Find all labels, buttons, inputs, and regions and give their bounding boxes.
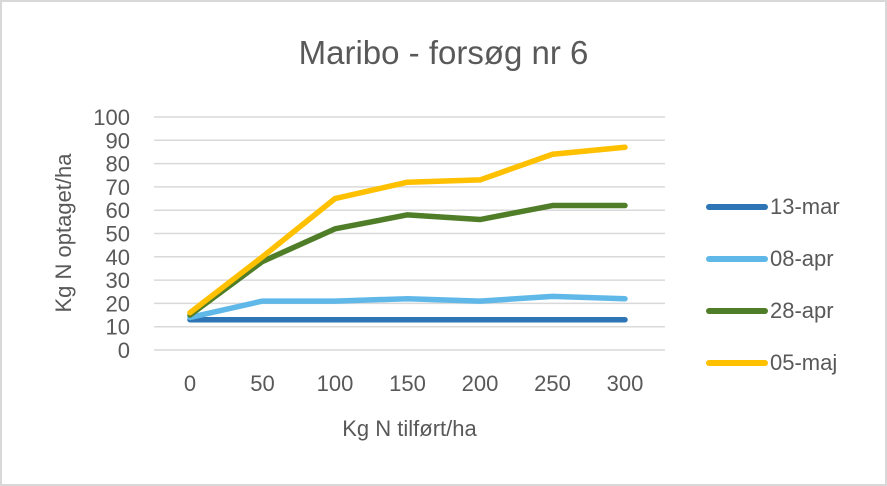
series-line-05-maj (187, 144, 628, 316)
x-tick-label: 100 (317, 371, 354, 396)
chart-title: Maribo - forsøg nr 6 (298, 34, 589, 71)
series-line-08-apr (187, 293, 628, 321)
y-tick-label: 90 (106, 128, 130, 153)
legend-line-marker (706, 360, 768, 366)
x-tick-label: 0 (184, 371, 196, 396)
y-tick-label: 20 (106, 291, 130, 316)
legend-line-marker (706, 308, 768, 314)
legend-label: 08-apr (770, 246, 834, 271)
y-tick-label: 70 (106, 175, 130, 200)
legend-item-28-apr: 28-apr (706, 285, 840, 337)
x-tick-label: 250 (534, 371, 571, 396)
y-tick-label: 100 (93, 105, 130, 130)
x-tick-label: 150 (389, 371, 426, 396)
x-tick-label: 50 (250, 371, 274, 396)
y-tick-label: 80 (106, 152, 130, 177)
chart-legend: 13-mar 08-apr 28-apr 05-maj (706, 181, 840, 389)
legend-line-marker (706, 204, 768, 210)
legend-item-08-apr: 08-apr (706, 233, 840, 285)
legend-line-marker (706, 256, 768, 262)
y-tick-label: 60 (106, 198, 130, 223)
y-tick-label: 0 (118, 338, 130, 363)
legend-item-13-mar: 13-mar (706, 181, 840, 233)
legend-label: 13-mar (770, 194, 840, 219)
legend-label: 05-maj (770, 350, 838, 375)
x-axis-title: Kg N tilført/ha (342, 416, 477, 441)
x-tick-label: 300 (607, 371, 644, 396)
x-tick-label: 200 (462, 371, 499, 396)
y-tick-label: 10 (106, 315, 130, 340)
legend-item-05-maj: 05-maj (706, 337, 840, 389)
legend-label: 28-apr (770, 298, 834, 323)
y-tick-label: 50 (106, 222, 130, 247)
series-line-28-apr (187, 202, 628, 318)
y-tick-label: 40 (106, 245, 130, 270)
y-tick-label: 30 (106, 268, 130, 293)
